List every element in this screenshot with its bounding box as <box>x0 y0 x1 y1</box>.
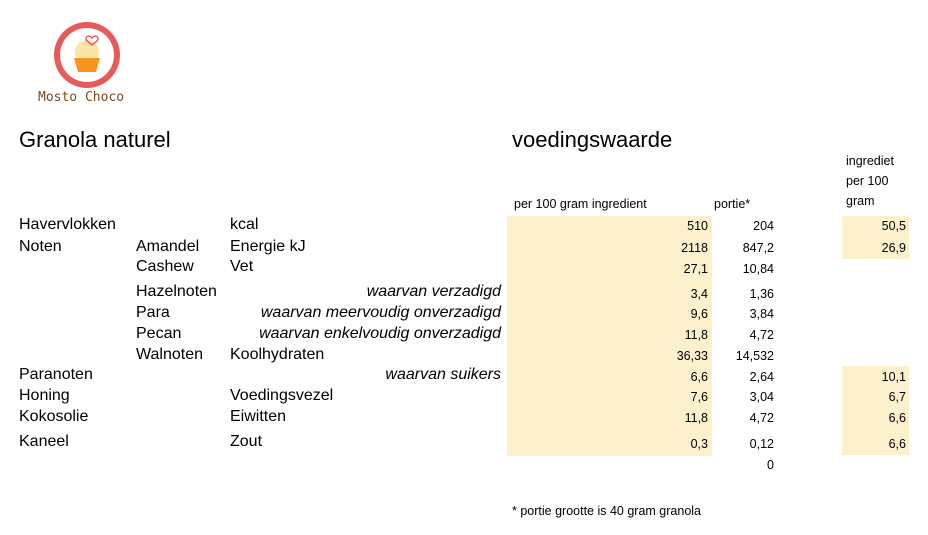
per100-value: 6,6 <box>690 370 708 384</box>
footnote: * portie grootte is 40 gram granola <box>512 504 701 518</box>
per100-value: 27,1 <box>683 262 708 276</box>
per100-value: 7,6 <box>690 390 708 404</box>
portie-value: 3,84 <box>749 307 774 321</box>
nutrient-label: Eiwitten <box>230 408 287 425</box>
col-header-portie: portie* <box>714 197 751 211</box>
ingredient-amount: 6,6 <box>888 411 906 425</box>
ingredient-havervlokken: Havervlokken <box>19 216 116 233</box>
nut-para: Para <box>136 304 170 321</box>
portie-value: 1,36 <box>749 287 774 301</box>
ingredient-kaneel: Kaneel <box>19 433 69 450</box>
ingredient-amount: 6,7 <box>888 390 906 404</box>
nutrient-label: Energie kJ <box>230 238 306 255</box>
recipe-title: Granola naturel <box>19 127 171 152</box>
portie-value: 10,84 <box>742 262 774 276</box>
nutrient-label: waarvan verzadigd <box>366 283 501 300</box>
per100-value: 0,3 <box>690 437 708 451</box>
portie-value: 14,532 <box>735 349 774 363</box>
nutrient-label: waarvan suikers <box>385 366 501 383</box>
ingredient-amount: 6,6 <box>888 437 906 451</box>
per100-value: 3,4 <box>690 287 708 301</box>
nut-cashew: Cashew <box>136 258 194 275</box>
col-header-ingredient-1: ingrediet <box>846 154 894 168</box>
ingredient-highlight-top <box>842 216 909 259</box>
nutrient-label: waarvan meervoudig onverzadigd <box>260 304 501 321</box>
nutrient-label: Zout <box>230 433 263 450</box>
ingredient-amount: 50,5 <box>881 219 906 233</box>
nutrient-label: Koolhydraten <box>230 346 325 363</box>
nutrient-label: Voedingsvezel <box>230 387 334 404</box>
portie-value: 2,64 <box>749 370 774 384</box>
mosto-choco-logo <box>54 22 120 88</box>
portie-extra-value: 0 <box>767 458 774 472</box>
col-header-ingredient-2: per 100 <box>846 174 889 188</box>
ingredient-honing: Honing <box>19 387 70 404</box>
per100-highlight <box>507 216 712 456</box>
per100-value: 36,33 <box>676 349 708 363</box>
ingredient-paranoten: Paranoten <box>19 366 93 383</box>
per100-value: 510 <box>687 219 708 233</box>
per100-value: 2118 <box>681 241 708 255</box>
per100-value: 11,8 <box>684 411 708 425</box>
nut-pecan: Pecan <box>136 325 182 342</box>
portie-value: 0,12 <box>749 437 774 451</box>
ingredient-kokosolie: Kokosolie <box>19 408 89 425</box>
nut-walnoten: Walnoten <box>136 346 203 363</box>
portie-value: 204 <box>753 219 774 233</box>
nut-hazelnoten: Hazelnoten <box>136 283 217 300</box>
nut-amandel: Amandel <box>136 238 200 255</box>
nutrient-label: kcal <box>230 216 259 233</box>
nutrient-label: waarvan enkelvoudig onverzadigd <box>259 325 501 342</box>
portie-value: 3,04 <box>749 390 774 404</box>
portie-value: 4,72 <box>749 411 774 425</box>
per100-value: 9,6 <box>690 307 708 321</box>
nutrient-label: Vet <box>230 258 254 275</box>
ingredient-highlight-bottom <box>842 366 909 455</box>
brand-name: Mosto Choco <box>38 90 125 105</box>
ingredient-amount: 10,1 <box>881 370 906 384</box>
col-header-per100: per 100 gram ingredient <box>514 197 647 211</box>
ingredient-amount: 26,9 <box>881 241 906 255</box>
portie-value: 4,72 <box>749 328 774 342</box>
col-header-ingredient-3: gram <box>846 194 875 208</box>
per100-value: 11,8 <box>684 328 708 342</box>
ingredient-noten: Noten <box>19 238 62 255</box>
nutrition-title: voedingswaarde <box>512 127 673 152</box>
portie-value: 847,2 <box>742 241 774 255</box>
